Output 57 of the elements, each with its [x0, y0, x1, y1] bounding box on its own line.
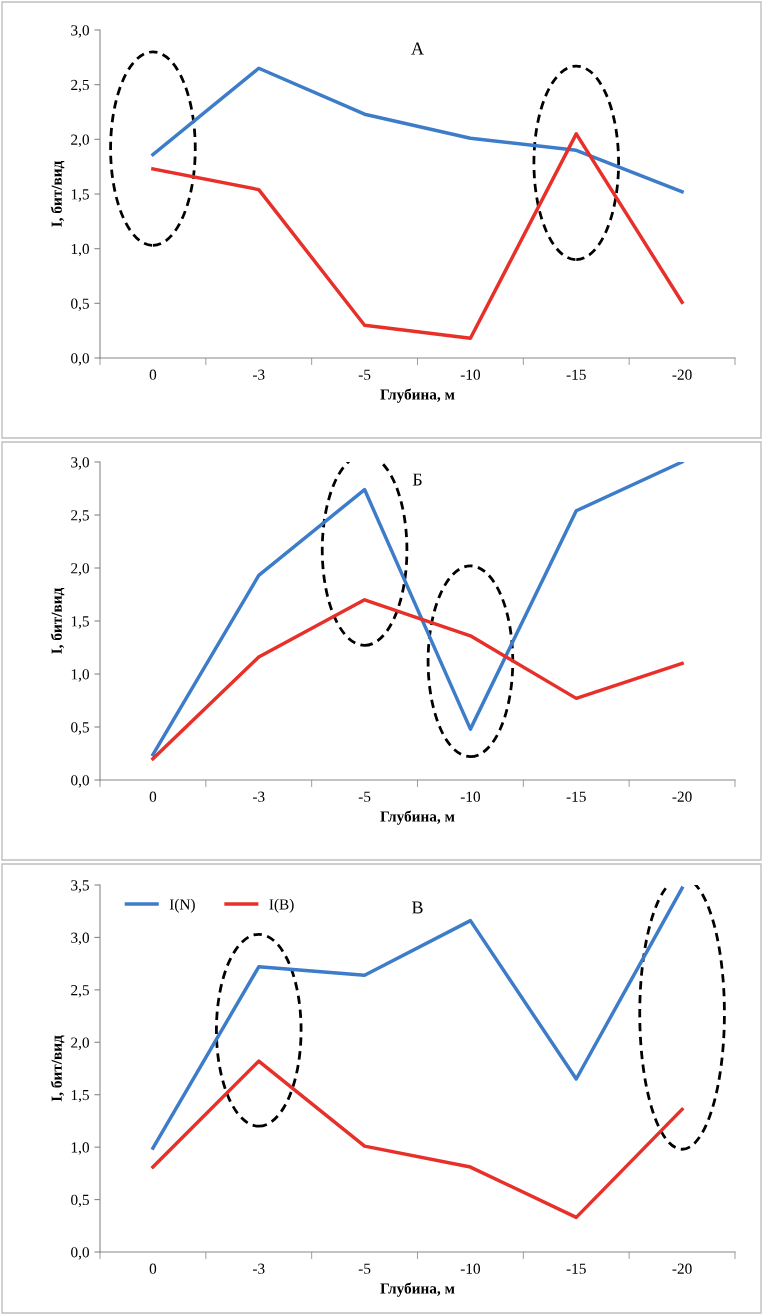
y-tick-label: 1,0	[71, 1142, 89, 1155]
y-tick-label: 0,5	[71, 722, 89, 735]
y-tick-label: 2,0	[71, 1037, 89, 1050]
y-tick-label: 3,0	[71, 25, 89, 38]
y-tick-label: 2,0	[71, 563, 89, 576]
x-tick-label: -20	[672, 1263, 692, 1274]
x-tick-label: -10	[460, 369, 481, 380]
x-tick-label: -3	[252, 791, 265, 802]
y-axis-title: I, бит/вид	[50, 1035, 65, 1102]
y-tick-label: 3,0	[71, 457, 89, 470]
y-tick-label: 1,0	[71, 669, 89, 682]
chart-title: Б	[412, 473, 422, 486]
y-tick-label: 0,5	[71, 298, 89, 311]
line-series	[151, 132, 684, 341]
x-tick-label: 0	[149, 1263, 157, 1274]
x-tick-label: -5	[358, 1263, 371, 1274]
line-series	[151, 1059, 684, 1220]
x-tick-label: -20	[672, 791, 692, 802]
x-tick-label: -15	[566, 1263, 586, 1274]
x-tick-label: -10	[460, 1263, 481, 1274]
y-tick-label: 3,5	[71, 880, 89, 893]
y-tick-label: 1,5	[71, 616, 89, 629]
x-tick-label: -5	[358, 791, 371, 802]
x-axis-title: Глубина, м	[380, 388, 455, 403]
y-axis-title: I, бит/вид	[50, 160, 65, 227]
x-tick-label: -10	[460, 791, 481, 802]
y-tick-label: 0,0	[71, 353, 89, 366]
y-tick-label: 1,5	[71, 1089, 89, 1103]
line-series	[151, 886, 684, 1150]
y-tick-label: 0,5	[71, 1194, 89, 1208]
x-tick-label: -3	[252, 369, 265, 380]
x-tick-label: -5	[358, 369, 371, 380]
x-tick-label: -20	[672, 369, 692, 380]
y-tick-label: 1,0	[71, 243, 89, 257]
y-tick-label: 0,0	[71, 775, 89, 788]
y-tick-label: 2,0	[71, 134, 89, 147]
y-tick-label: 1,5	[71, 189, 89, 202]
y-tick-label: 2,5	[71, 79, 89, 93]
line-series	[151, 462, 684, 757]
line-series	[151, 598, 684, 761]
y-tick-label: 3,0	[71, 932, 89, 946]
line-series	[151, 66, 684, 194]
x-tick-label: 0	[149, 791, 157, 802]
text: В	[412, 901, 423, 914]
legend-label: I(B)	[269, 898, 294, 913]
text: А	[411, 42, 424, 55]
x-axis-title: Глубина, м	[380, 810, 455, 825]
y-tick-label: 2,5	[71, 985, 89, 998]
y-axis-title: I, бит/вид	[50, 587, 65, 654]
legend-label: I(N)	[169, 898, 195, 913]
y-tick-label: 0,0	[71, 1247, 89, 1260]
x-tick-label: -3	[252, 1263, 265, 1274]
x-axis-title: Глубина, м	[380, 1282, 455, 1297]
x-tick-label: -15	[566, 791, 586, 802]
x-tick-label: 0	[149, 369, 157, 380]
x-tick-label: -15	[566, 369, 586, 380]
y-tick-label: 2,5	[71, 510, 89, 523]
